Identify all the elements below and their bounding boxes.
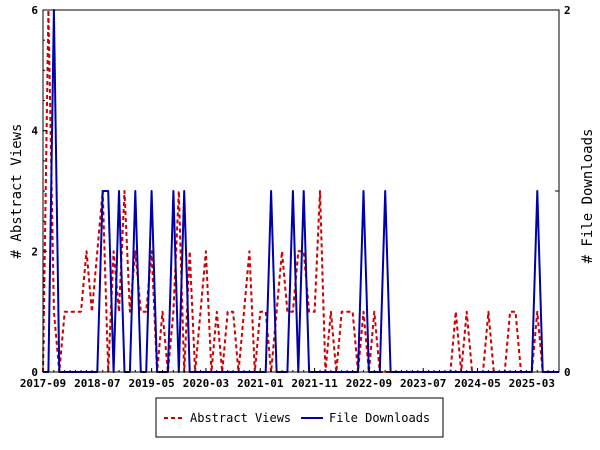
legend: Abstract Views File Downloads <box>155 397 444 438</box>
y-right-tick-label: 2 <box>564 4 571 17</box>
y-left-tick-label: 0 <box>31 366 38 379</box>
x-tick-label: 2024-05 <box>454 377 500 390</box>
x-tick-label: 2017-09 <box>20 377 66 390</box>
legend-label-file-downloads: File Downloads <box>329 411 430 425</box>
y-right-tick-label: 0 <box>564 366 571 379</box>
x-tick-label: 2021-01 <box>237 377 284 390</box>
x-tick-label: 2020-03 <box>183 377 229 390</box>
legend-label-abstract-views: Abstract Views <box>190 411 291 425</box>
x-tick-label: 2021-11 <box>291 377 338 390</box>
y-left-tick-label: 6 <box>31 4 38 17</box>
y-right-axis-title: # File Downloads <box>580 129 596 264</box>
axis-ticks: 2017-09 2018-07 2019-05 2020-03 2021-01 2021-… <box>20 4 571 390</box>
x-tick-label: 2018-07 <box>74 377 120 390</box>
y-left-tick-label: 4 <box>31 125 38 138</box>
x-tick-label: 2019-05 <box>128 377 174 390</box>
legend-box <box>155 397 444 438</box>
x-tick-label: 2025-03 <box>509 377 555 390</box>
y-left-tick-label: 2 <box>31 245 38 258</box>
x-tick-label: 2023-07 <box>400 377 446 390</box>
x-tick-label: 2022-09 <box>346 377 392 390</box>
y-left-axis-title: # Abstract Views <box>9 124 25 259</box>
